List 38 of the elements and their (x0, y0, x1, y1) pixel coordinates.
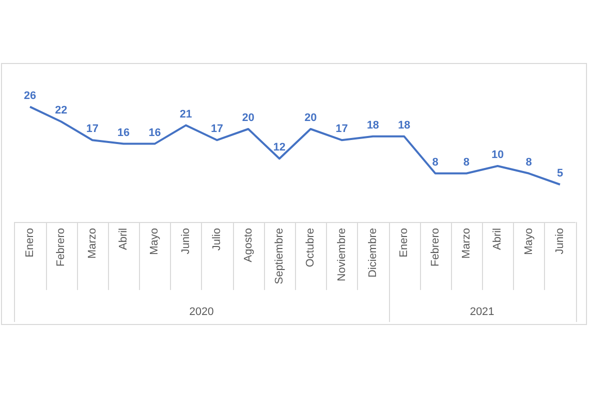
data-label: 17 (336, 123, 348, 136)
data-label: 20 (304, 112, 317, 124)
x-tick-label: Noviembre (336, 228, 348, 282)
data-label: 8 (432, 156, 438, 168)
data-label: 12 (273, 142, 286, 154)
x-tick-label: Marzo (460, 228, 472, 259)
data-label: 16 (117, 126, 130, 139)
x-tick-label: Mayo (148, 228, 161, 255)
text: 2021 (470, 306, 494, 318)
data-label: 18 (366, 119, 380, 132)
x-tick-label: Junio (554, 228, 566, 254)
x-tick-label: Febrero (429, 228, 442, 267)
data-label: 17 (210, 123, 224, 136)
x-tick-label: Diciembre (366, 228, 379, 278)
data-label: 5 (556, 168, 564, 180)
x-tick-label: Enero (398, 228, 410, 258)
data-label: 21 (180, 108, 192, 120)
data-label: 8 (463, 156, 470, 168)
x-tick-label: Febrero (55, 228, 68, 267)
x-tick-label: Enero (24, 228, 36, 258)
x-tick-label: Marzo (86, 228, 98, 259)
data-label: 8 (526, 156, 532, 168)
x-tick-label: Abril (118, 228, 130, 250)
data-label: 17 (86, 123, 98, 136)
data-label: 26 (24, 90, 36, 102)
x-tick-label: Mayo (522, 228, 535, 255)
data-label: 10 (492, 149, 504, 162)
text: 2020 (189, 306, 214, 318)
data-label: 18 (398, 119, 410, 132)
x-tick-label: Agosto (242, 228, 254, 262)
x-tick-label: Julio (211, 228, 224, 251)
data-label: 20 (242, 112, 254, 124)
x-tick-label: Junio (180, 228, 192, 254)
x-tick-label: Septiembre (273, 228, 286, 284)
data-label: 22 (55, 104, 68, 117)
data-label: 16 (148, 126, 161, 139)
x-tick-label: Abril (492, 228, 504, 250)
x-tick-label: Octubre (304, 228, 317, 268)
